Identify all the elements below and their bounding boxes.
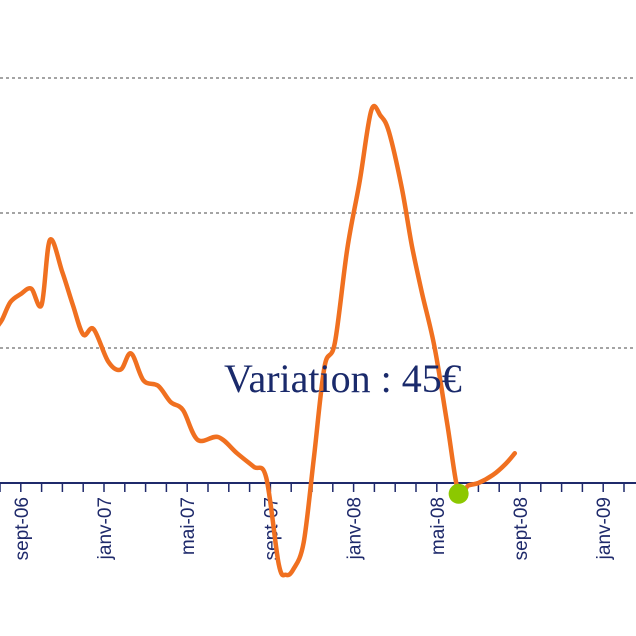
series-line: [0, 103, 518, 578]
x-tick-label: janv-07: [95, 497, 116, 560]
variation-annotation: Variation : 45€: [224, 356, 462, 401]
x-tick-label: mai-07: [178, 497, 199, 555]
x-tick-label: janv-08: [345, 497, 366, 560]
x-tick-label: mai-08: [428, 497, 449, 555]
lowest-point-marker: [448, 483, 469, 504]
x-tick-label: sept-08: [511, 497, 532, 560]
x-tick-label: sept-06: [12, 497, 33, 560]
grid-lines: [0, 77, 636, 349]
x-axis-tick-labels: sept-06 janv-07 mai-07 sept-07 janv-08 mai-08…: [12, 497, 615, 560]
x-tick-label: janv-09: [594, 497, 615, 560]
